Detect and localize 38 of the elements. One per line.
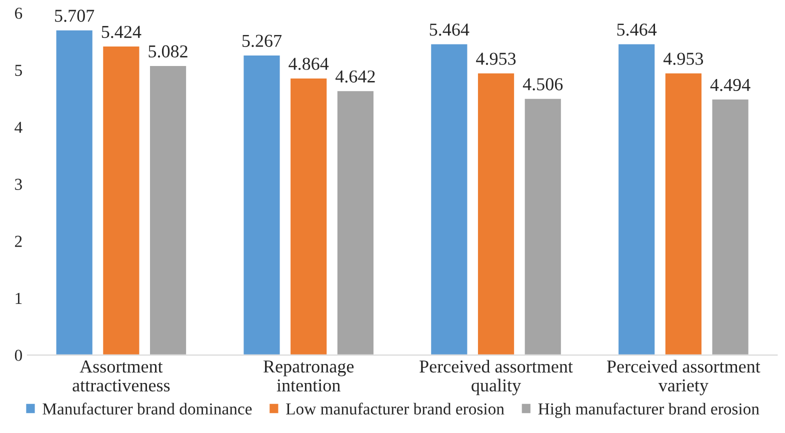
legend-label: Manufacturer brand dominance (42, 402, 252, 415)
y-tick-label: 0 (14, 350, 22, 362)
data-label: 5.424 (102, 26, 142, 38)
data-label: 5.464 (430, 24, 470, 36)
x-tick-label: Assortment attractiveness (72, 360, 170, 392)
data-label: 4.953 (476, 52, 516, 65)
y-tick-label: 4 (14, 122, 22, 133)
bar (336, 90, 375, 356)
x-tick-label: Repatronage intention (264, 360, 354, 392)
data-label: 5.082 (148, 45, 188, 58)
data-label: 5.464 (617, 24, 657, 36)
bar (102, 45, 141, 356)
y-tick-label: 5 (15, 64, 22, 76)
bar (664, 72, 703, 356)
data-label: 4.864 (288, 58, 329, 70)
bar (617, 42, 656, 356)
y-tick-label: 1 (16, 292, 22, 304)
y-tick-label: 2 (15, 236, 22, 247)
legend-label: Low manufacturer brand erosion (286, 402, 504, 415)
bar (523, 97, 562, 356)
data-label: 4.494 (710, 78, 750, 92)
x-tick-label: Perceived assortment variety (606, 360, 760, 396)
data-label: 4.642 (336, 70, 375, 83)
x-tick-label: Perceived assortment quality (420, 360, 573, 396)
bar (242, 54, 282, 356)
data-label: 5.707 (55, 10, 94, 22)
legend-label: High manufacturer brand erosion (538, 402, 760, 418)
data-label: 4.506 (522, 78, 563, 90)
data-label: 5.267 (242, 34, 282, 48)
bar (710, 98, 750, 356)
y-tick-label: 3 (15, 178, 22, 190)
bar (430, 42, 469, 356)
bar (289, 77, 328, 356)
bar (148, 64, 188, 356)
bar (54, 29, 94, 356)
data-label: 4.953 (663, 52, 704, 65)
y-tick-label: 6 (14, 8, 22, 19)
bar (476, 72, 516, 356)
